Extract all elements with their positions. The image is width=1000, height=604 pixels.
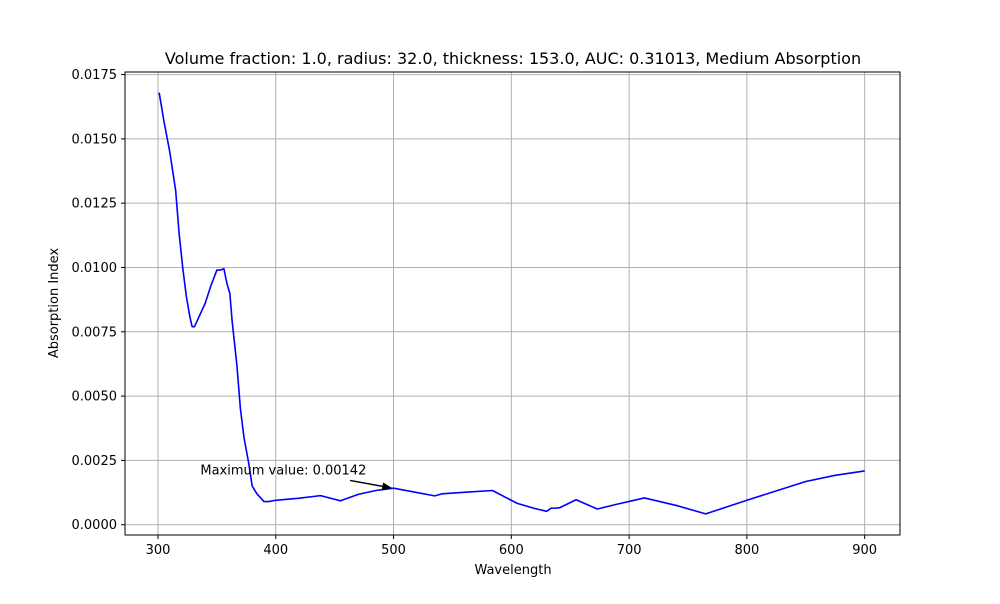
x-tick-label: 900 [852,543,877,558]
y-tick-label: 0.0000 [72,518,118,533]
y-tick-label: 0.0175 [72,68,118,83]
chart-title: Volume fraction: 1.0, radius: 32.0, thic… [165,49,861,68]
series-line [158,92,865,515]
x-tick-label: 300 [146,543,171,558]
y-tick-label: 0.0100 [72,261,118,276]
x-tick-label: 700 [617,543,642,558]
ticks: 300 400 500 600 700 800 900 0.0000 0.0025 0.0050 0… [72,68,878,558]
x-tick-label: 500 [381,543,406,558]
series-layer [158,92,865,515]
axes-frame [124,71,901,536]
annotations: Maximum value: 0.00142 [200,464,393,491]
y-tick-label: 0.0025 [72,454,118,469]
y-tick-label: 0.0150 [72,132,118,147]
y-axis-label: Absorption Index [47,248,62,359]
y-tick-label: 0.0050 [72,390,118,405]
y-tick-label: 0.0125 [72,197,118,212]
grid [125,72,900,535]
x-tick-label: 600 [499,543,524,558]
annotation-arrow [349,479,393,491]
x-tick-label: 400 [263,543,288,558]
annotation-text: Maximum value: 0.00142 [200,464,366,479]
x-tick-label: 800 [734,543,759,558]
y-tick-label: 0.0075 [72,325,118,340]
x-axis-label: Wavelength [474,563,551,578]
